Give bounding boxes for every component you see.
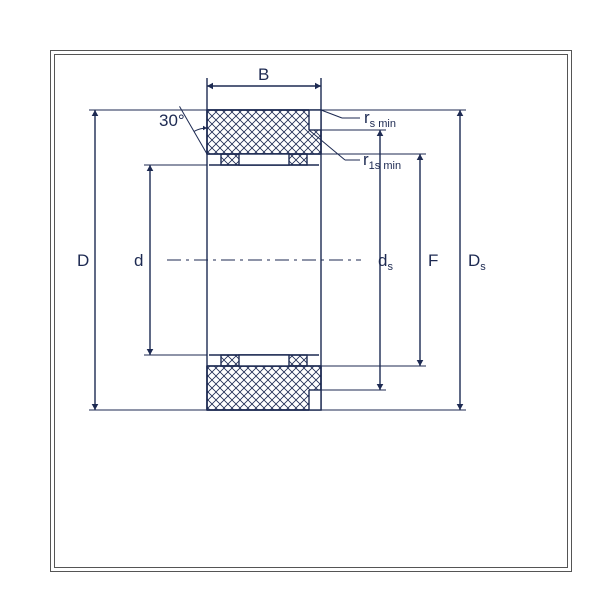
svg-text:Ds: Ds — [468, 251, 486, 273]
svg-text:30°: 30° — [159, 111, 185, 130]
diagram-svg: B 30° rs min r1s min Dd ds F Ds — [0, 0, 600, 600]
bearing-diagram: B 30° rs min r1s min Dd ds F Ds — [0, 0, 600, 600]
svg-text:F: F — [428, 251, 438, 270]
svg-text:r1s min: r1s min — [363, 150, 401, 172]
svg-text:d: d — [134, 251, 143, 270]
svg-text:B: B — [258, 65, 269, 84]
svg-text:D: D — [77, 251, 89, 270]
svg-text:ds: ds — [378, 251, 393, 273]
svg-text:rs min: rs min — [364, 108, 396, 130]
